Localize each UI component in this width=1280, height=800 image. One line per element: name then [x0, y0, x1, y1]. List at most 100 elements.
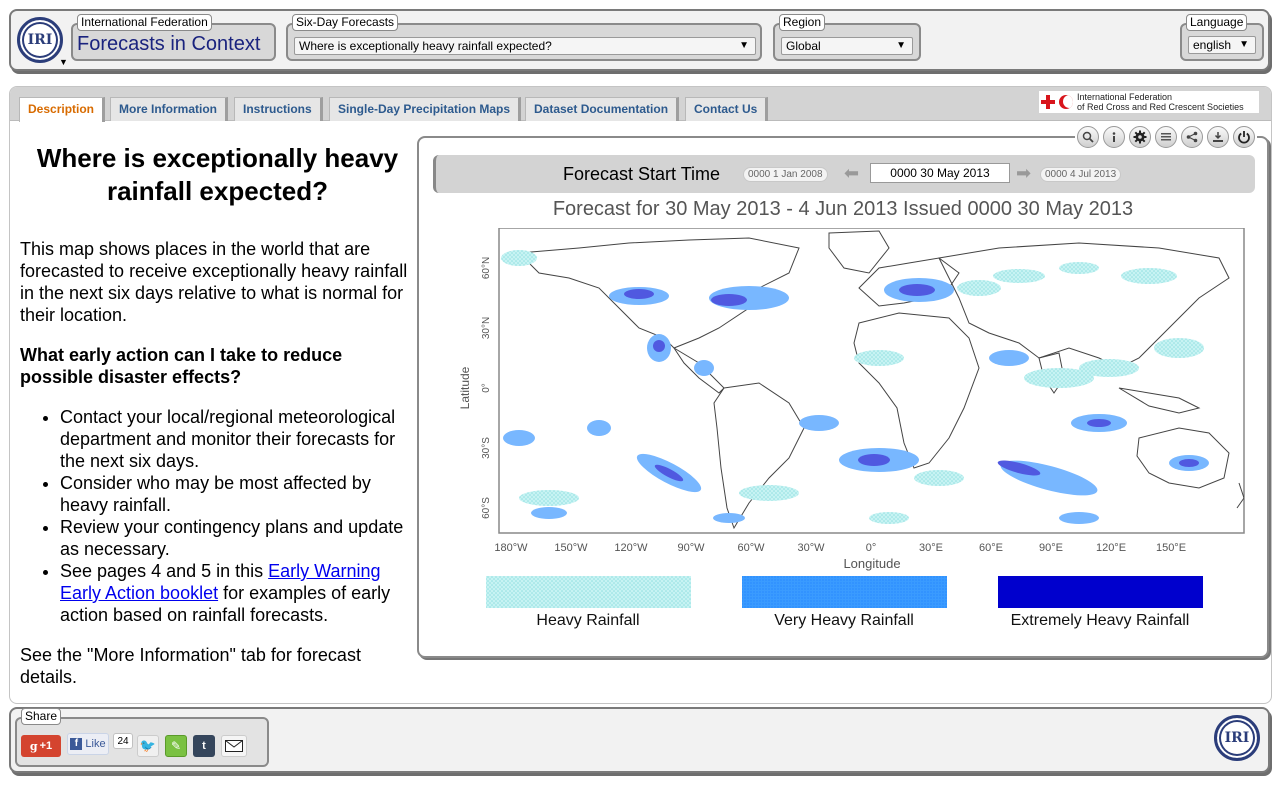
dropdown-arrow-icon: ▼: [896, 40, 906, 51]
description-column: Where is exceptionally heavy rainfall ex…: [20, 142, 415, 703]
longitude-tick-label: 60°E: [979, 542, 1003, 554]
dropdown-arrow-icon: ▼: [1239, 39, 1249, 50]
longitude-tick-label: 90°E: [1039, 542, 1063, 554]
language-group: Language english ▼: [1180, 14, 1264, 61]
region-select[interactable]: Global ▼: [781, 37, 913, 55]
map-legend: Heavy Rainfall Very Heavy Rainfall Extreme…: [486, 576, 1203, 629]
google-plus-button[interactable]: g +1: [21, 735, 61, 757]
google-plus-icon: g: [29, 739, 38, 753]
tumblr-icon: t: [202, 740, 206, 752]
y-axis-label: Latitude: [459, 366, 472, 409]
ifrc-line2: of Red Cross and Red Crescent Societies: [1077, 102, 1244, 112]
tab-more-information[interactable]: More Information: [110, 97, 228, 121]
ifrc-line1: International Federation: [1077, 92, 1173, 102]
longitude-tick-label: 30°W: [797, 542, 825, 554]
map-toolbar: [1075, 126, 1257, 148]
longitude-tick-label: 90°W: [677, 542, 705, 554]
rainfall-forecast-map[interactable]: Latitude 60°N 30°N 0° 30°S 60°S 180°W 150°W 12…: [459, 228, 1249, 638]
evernote-button[interactable]: ✎: [165, 735, 187, 757]
tab-single-day-precipitation-maps[interactable]: Single-Day Precipitation Maps: [329, 97, 522, 121]
share-icon[interactable]: [1181, 126, 1203, 148]
legend-label: Heavy Rainfall: [536, 612, 639, 629]
gear-icon[interactable]: [1129, 126, 1151, 148]
iri-footer-logo-text: IRI: [1224, 730, 1250, 746]
longitude-tick-label: 150°E: [1156, 542, 1186, 554]
twitter-button[interactable]: 🐦: [137, 735, 159, 757]
dropdown-arrow-icon: ▼: [739, 40, 749, 51]
longitude-tick-label: 120°W: [614, 542, 648, 554]
tab-contact-us[interactable]: Contact Us: [685, 97, 769, 121]
search-icon[interactable]: [1077, 126, 1099, 148]
tab-dataset-documentation[interactable]: Dataset Documentation: [525, 97, 680, 121]
list-icon[interactable]: [1155, 126, 1177, 148]
iri-logo-text: IRI: [27, 32, 53, 48]
region-selected-value: Global: [786, 39, 821, 53]
ifrc-logo-text: International Federation of Red Cross an…: [1077, 92, 1244, 112]
app-title[interactable]: Forecasts in Context: [77, 33, 261, 55]
main-content: Description More Information Instruction…: [9, 86, 1272, 704]
list-item: See pages 4 and 5 in this Early Warning …: [60, 560, 415, 626]
longitude-tick-label: 0°: [866, 542, 877, 554]
email-icon: [225, 740, 243, 752]
tumblr-button[interactable]: t: [193, 735, 215, 757]
description-intro: This map shows places in the world that …: [20, 239, 408, 325]
next-arrow-icon[interactable]: ➡: [1016, 163, 1032, 183]
bullet4-text: See pages 4 and 5 in this: [60, 561, 269, 581]
language-select[interactable]: english ▼: [1188, 36, 1256, 54]
share-group: Share g +1 f Like 24 🐦 ✎ t: [15, 708, 269, 767]
language-selected-value: english: [1193, 38, 1232, 52]
six-day-legend: Six-Day Forecasts: [292, 14, 399, 31]
top-toolbar: IRI ▼ International Federation Forecasts…: [9, 9, 1270, 71]
rainfall-areas: [501, 250, 1209, 524]
email-share-button[interactable]: [221, 735, 247, 757]
list-item: Contact your local/regional meteorologic…: [60, 406, 415, 472]
facebook-icon: f: [70, 738, 83, 750]
map-title: Forecast for 30 May 2013 - 4 Jun 2013 Is…: [552, 198, 1134, 220]
legend-label: Extremely Heavy Rainfall: [1011, 612, 1190, 629]
first-date-button[interactable]: 0000 1 Jan 2008: [743, 167, 828, 182]
six-day-forecast-select[interactable]: Where is exceptionally heavy rainfall ex…: [294, 37, 756, 55]
footer-bar: Share g +1 f Like 24 🐦 ✎ t IRI: [9, 707, 1270, 773]
list-item: Consider who may be most affected by hea…: [60, 472, 415, 516]
forecast-start-time-input[interactable]: 0000 30 May 2013: [870, 163, 1010, 183]
red-crescent-icon: [1059, 95, 1073, 109]
list-item: Review your contingency plans and update…: [60, 516, 415, 560]
logo-menu-caret-icon[interactable]: ▼: [59, 57, 68, 67]
iri-logo[interactable]: IRI: [17, 17, 63, 63]
x-axis-label: Longitude: [843, 556, 900, 571]
federation-legend: International Federation: [77, 14, 212, 31]
facebook-like-label: Like: [85, 738, 106, 750]
iri-footer-logo[interactable]: IRI: [1214, 715, 1260, 761]
download-icon[interactable]: [1207, 126, 1229, 148]
legend-swatch: [742, 576, 947, 608]
facebook-like-count: 24: [113, 733, 133, 749]
longitude-tick-label: 150°W: [554, 542, 588, 554]
red-cross-icon: [1041, 95, 1055, 109]
early-warning-booklet-link[interactable]: Early Warning Early Action booklet: [60, 561, 381, 603]
six-day-forecasts-group: Six-Day Forecasts Where is exceptionally…: [286, 14, 762, 61]
facebook-like-button[interactable]: f Like: [67, 733, 109, 755]
longitude-ticks: 180°W 150°W 120°W 90°W 60°W 30°W 0° 30°E 60°E 90°…: [494, 542, 1186, 554]
ifrc-logo[interactable]: International Federation of Red Cross an…: [1039, 91, 1259, 113]
twitter-icon: 🐦: [139, 738, 157, 753]
info-icon[interactable]: [1103, 126, 1125, 148]
tab-strip: Description More Information Instruction…: [10, 87, 1271, 122]
power-icon[interactable]: [1233, 126, 1255, 148]
early-action-question: What early action can I take to reduce p…: [20, 345, 343, 387]
latitude-tick-label: 30°N: [481, 317, 492, 339]
longitude-tick-label: 60°W: [737, 542, 765, 554]
legend-swatch: [486, 576, 691, 608]
tab-instructions[interactable]: Instructions: [234, 97, 323, 121]
latitude-tick-label: 30°S: [481, 437, 492, 459]
legend-swatch: [998, 576, 1203, 608]
early-action-list: Contact your local/regional meteorologic…: [20, 406, 415, 626]
previous-arrow-icon[interactable]: ⬅: [844, 163, 860, 183]
share-legend: Share: [21, 708, 62, 725]
last-date-button[interactable]: 0000 4 Jul 2013: [1040, 167, 1122, 182]
tab-description[interactable]: Description: [19, 97, 106, 122]
bullet4-text-end: for examples of early action based on ra…: [60, 583, 391, 625]
latitude-tick-label: 60°N: [481, 257, 492, 279]
latitude-tick-label: 60°S: [481, 497, 492, 519]
region-group: Region Global ▼: [773, 14, 921, 61]
region-legend: Region: [779, 14, 826, 31]
